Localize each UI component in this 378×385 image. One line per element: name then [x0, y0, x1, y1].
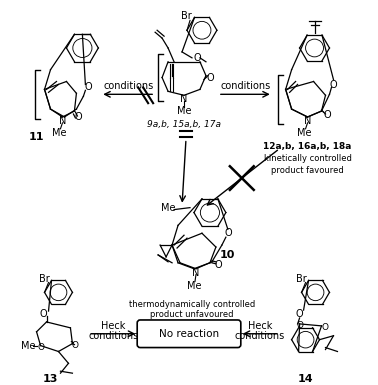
Text: 9a,b, 15a,b, 17a: 9a,b, 15a,b, 17a — [147, 121, 221, 129]
Text: O: O — [206, 72, 214, 82]
Text: 11: 11 — [29, 132, 44, 142]
Text: O: O — [214, 260, 222, 270]
Text: 13: 13 — [43, 374, 58, 384]
Text: O: O — [85, 82, 92, 92]
Text: N: N — [192, 268, 200, 278]
Text: Heck: Heck — [248, 321, 272, 331]
Text: conditions: conditions — [221, 81, 271, 91]
Text: O: O — [40, 309, 47, 319]
Text: O: O — [72, 341, 79, 350]
Text: 14: 14 — [298, 374, 313, 384]
Text: O: O — [324, 110, 331, 120]
Text: N: N — [180, 94, 188, 104]
Text: O: O — [296, 321, 303, 330]
Text: kinetically controlled: kinetically controlled — [263, 154, 352, 163]
Text: Br: Br — [39, 274, 50, 284]
Text: product unfavoured: product unfavoured — [150, 310, 234, 318]
Text: conditions: conditions — [103, 81, 153, 91]
Text: Heck: Heck — [101, 321, 125, 331]
FancyBboxPatch shape — [137, 320, 241, 348]
Text: Me: Me — [21, 341, 36, 351]
Text: N: N — [59, 116, 66, 126]
Text: O: O — [193, 53, 201, 63]
Text: Br: Br — [181, 12, 191, 22]
Text: conditions: conditions — [235, 331, 285, 341]
Text: O: O — [37, 343, 44, 352]
Text: No reaction: No reaction — [159, 329, 219, 339]
Text: product favoured: product favoured — [271, 166, 344, 175]
Text: Me: Me — [177, 106, 191, 116]
Text: N: N — [304, 116, 311, 126]
Text: Br: Br — [296, 274, 307, 284]
Text: Me: Me — [52, 128, 67, 138]
Text: O: O — [330, 80, 337, 90]
Text: Me: Me — [161, 203, 175, 213]
Text: thermodynamically controlled: thermodynamically controlled — [129, 300, 255, 309]
Text: 12a,b, 16a,b, 18a: 12a,b, 16a,b, 18a — [263, 142, 352, 151]
Text: O: O — [321, 323, 328, 332]
Text: O: O — [74, 112, 82, 122]
Text: Me: Me — [297, 128, 312, 138]
Text: 10: 10 — [220, 250, 235, 260]
Text: conditions: conditions — [88, 331, 138, 341]
Text: O: O — [296, 309, 304, 319]
Text: O: O — [224, 228, 232, 238]
Text: Me: Me — [187, 281, 201, 291]
